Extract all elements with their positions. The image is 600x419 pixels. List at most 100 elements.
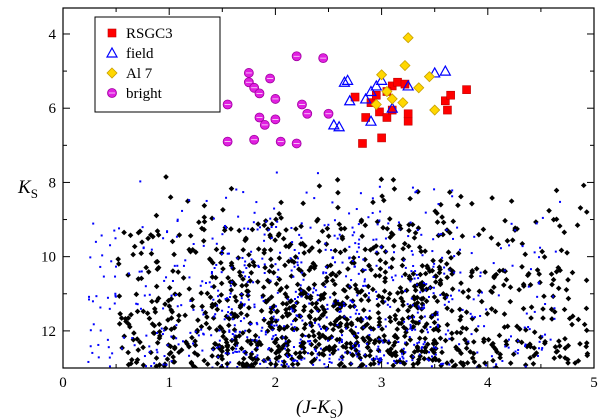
diamond-small-point-121 [255,221,261,227]
diamond-small-point-935 [188,359,195,366]
diamond-small-point-38 [419,328,425,334]
dot-point-197 [284,347,287,350]
field-point-7 [402,79,415,91]
diamond-small-point-27 [437,266,443,273]
dot-point-142 [91,300,94,303]
diamond-small-point-1 [583,327,590,334]
dot-point-497 [239,301,242,304]
diamond-small-point-1089 [396,222,403,229]
diamond-small-point-917 [218,345,225,352]
diamond-small-point-65 [240,355,247,362]
diamond-small-point-40 [435,232,442,239]
diamond-small-point-551 [412,287,419,294]
field-point-4 [370,79,383,91]
dot-point-17 [469,312,472,315]
dot-point-339 [323,224,326,227]
diamond-small-point-833 [437,277,444,284]
dot-point-533 [432,238,435,241]
dot-point-383 [443,272,446,275]
dot-point-416 [451,189,454,192]
dot-point-258 [415,273,418,276]
diamond-small-point-308 [507,284,514,290]
dot-point-105 [220,271,223,274]
field-point-5 [375,74,388,85]
diamond-small-point-385 [444,274,451,281]
dot-point-630 [299,284,302,287]
diamond-small-point-754 [376,338,383,345]
dot-point-116 [535,222,538,225]
dot-point-436 [299,338,302,341]
dot-point-601 [421,254,424,257]
diamond-small-point-1067 [243,282,250,288]
dot-point-389 [318,359,321,362]
diamond-small-point-724 [307,314,313,321]
diamond-small-point-372 [382,269,389,275]
dot-point-293 [269,279,272,282]
diamond-small-point-240 [563,286,570,293]
dot-point-345 [348,285,351,288]
diamond-small-point-226 [220,333,226,340]
dot-point-183 [508,244,511,247]
dot-point-730 [252,221,255,224]
diamond-small-point-963 [127,324,133,330]
diamond-small-point-948 [527,341,533,348]
diamond-small-point-723 [125,349,131,356]
diamond-small-point-580 [310,328,316,335]
diamond-small-point-464 [243,361,250,368]
diamond-small-point-638 [165,317,171,323]
diamond-small-point-345 [134,308,141,315]
diamond-small-point-109 [230,265,236,272]
diamond-small-point-202 [393,359,400,365]
dot-point-367 [136,303,139,306]
dot-point-567 [479,314,482,317]
diamond-small-point-1071 [423,298,430,304]
dot-point-74 [325,327,328,330]
diamond-small-point-993 [176,232,183,238]
diamond-small-point-470 [248,351,255,357]
field-point-10 [428,66,441,78]
diamond-small-point-259 [168,307,175,313]
dot-point-449 [380,357,383,360]
dot-point-252 [378,358,381,361]
dot-point-325 [106,338,109,341]
diamond-small-point-505 [278,199,284,206]
diamond-small-point-119 [261,247,268,253]
diamond-small-point-290 [517,326,523,332]
diamond-small-point-21 [367,348,374,354]
dot-point-202 [237,215,240,218]
diamond-small-point-390 [156,321,163,328]
diamond-small-point-1039 [550,276,557,283]
diamond-small-point-195 [416,356,422,363]
diamond-small-point-344 [469,268,476,274]
dot-point-242 [386,362,389,365]
diamond-small-point-636 [504,238,511,244]
diamond-small-point-969 [133,291,140,298]
diamond-small-point-712 [390,342,397,349]
dot-point-212 [378,219,381,222]
diamond-small-point-897 [135,229,142,236]
dot-point-55 [358,350,361,353]
diamond-small-point-903 [390,231,396,238]
diamond-small-point-624 [415,359,421,366]
dot-point-553 [340,338,343,341]
diamond-small-point-1065 [246,328,252,334]
dot-point-444 [376,348,379,351]
dot-point-118 [324,366,327,368]
dot-point-335 [270,237,273,240]
diamond-small-point-395 [253,346,259,353]
diamond-small-point-1057 [196,219,202,225]
dot-point-485 [275,225,278,228]
dot-point-523 [338,306,341,309]
dot-point-501 [432,346,435,349]
legend-marker-al-7 [106,67,118,79]
diamond-small-point-995 [275,232,282,239]
dot-point-403 [437,233,440,236]
dot-point-149 [423,306,426,309]
diamond-small-point-882 [266,268,273,275]
dot-point-707 [305,191,308,194]
dot-point-481 [527,325,530,328]
dot-point-182 [271,338,274,341]
dot-point-249 [243,303,246,306]
dot-point-581 [338,358,341,361]
diamond-small-point-8 [309,350,315,357]
